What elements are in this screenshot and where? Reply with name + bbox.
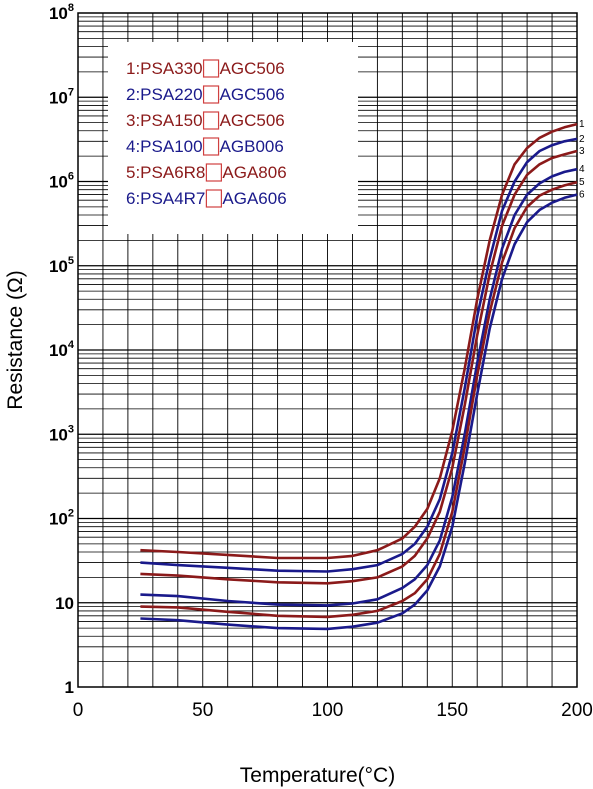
series-end-label-1: 1 bbox=[579, 119, 585, 130]
y-tick-label: 103 bbox=[49, 423, 74, 444]
y-tick-label: 102 bbox=[49, 508, 74, 529]
y-tick-label: 106 bbox=[49, 171, 74, 192]
legend-entry-3-placeholder-box bbox=[202, 111, 220, 130]
y-tick-label: 10 bbox=[55, 594, 74, 613]
x-axis-label: Temperature(°C) bbox=[240, 764, 395, 787]
series-line-2 bbox=[140, 137, 578, 573]
legend-entry-6-label: 6:PSA4R7 bbox=[126, 189, 205, 208]
x-tick-label: 200 bbox=[561, 700, 593, 721]
legend-entry-1-label: 1:PSA330 bbox=[126, 59, 203, 78]
y-tick-label: 107 bbox=[49, 86, 74, 107]
legend-entry-2-placeholder-box bbox=[202, 85, 220, 104]
legend-entry-5-suffix: AGA806 bbox=[222, 163, 286, 182]
legend: 1:PSA330 AGC506 2:PSA220 AGC506 3:PSA150 AGC5… bbox=[108, 42, 358, 234]
legend-entry-2-label: 2:PSA220 bbox=[126, 85, 203, 104]
y-tick-label: 105 bbox=[49, 255, 74, 276]
series-end-label-5: 5 bbox=[579, 177, 585, 188]
legend-entry-5-placeholder-box bbox=[205, 163, 222, 182]
x-tick-label: 100 bbox=[312, 700, 344, 721]
legend-box bbox=[108, 42, 358, 234]
legend-entry-6-suffix: AGA606 bbox=[222, 189, 286, 208]
y-tick-label: 1 bbox=[65, 678, 74, 697]
series-layer bbox=[140, 122, 578, 631]
series-end-label-3: 3 bbox=[579, 146, 585, 157]
series-line-6 bbox=[140, 193, 578, 631]
x-tick-label: 50 bbox=[192, 700, 213, 721]
legend-entry-6-placeholder-box bbox=[205, 189, 222, 208]
series-line-1 bbox=[140, 122, 578, 560]
x-axis-ticks: 0 50 100 150 200 bbox=[73, 700, 593, 721]
legend-entry-4-label: 4:PSA100 bbox=[126, 137, 203, 156]
x-tick-label: 150 bbox=[436, 700, 468, 721]
series-line-3 bbox=[140, 149, 578, 585]
series-end-label-4: 4 bbox=[579, 164, 585, 175]
series-line-4 bbox=[140, 167, 578, 607]
legend-entry-3-suffix: AGC506 bbox=[220, 111, 285, 130]
x-tick-label: 0 bbox=[73, 700, 84, 721]
legend-entry-1-suffix: AGC506 bbox=[220, 59, 285, 78]
legend-entry-3-label: 3:PSA150 bbox=[126, 111, 203, 130]
y-axis-ticks: 1 10 102 103 104 105 106 107 108 bbox=[49, 2, 75, 697]
series-end-label-6: 6 bbox=[579, 190, 585, 201]
y-tick-label: 104 bbox=[49, 339, 75, 360]
legend-entry-2-suffix: AGC506 bbox=[220, 85, 285, 104]
y-axis-label: Resistance (Ω) bbox=[4, 270, 27, 409]
legend-entry-5-label: 5:PSA6R8 bbox=[126, 163, 205, 182]
series-end-label-2: 2 bbox=[579, 134, 585, 145]
series-line-5 bbox=[140, 180, 578, 619]
legend-entry-4-placeholder-box bbox=[202, 137, 220, 156]
plot-frame bbox=[77, 12, 578, 688]
y-tick-label: 108 bbox=[49, 2, 74, 23]
legend-entry-4-suffix: AGB006 bbox=[220, 137, 284, 156]
legend-entry-1-placeholder-box bbox=[202, 59, 220, 78]
